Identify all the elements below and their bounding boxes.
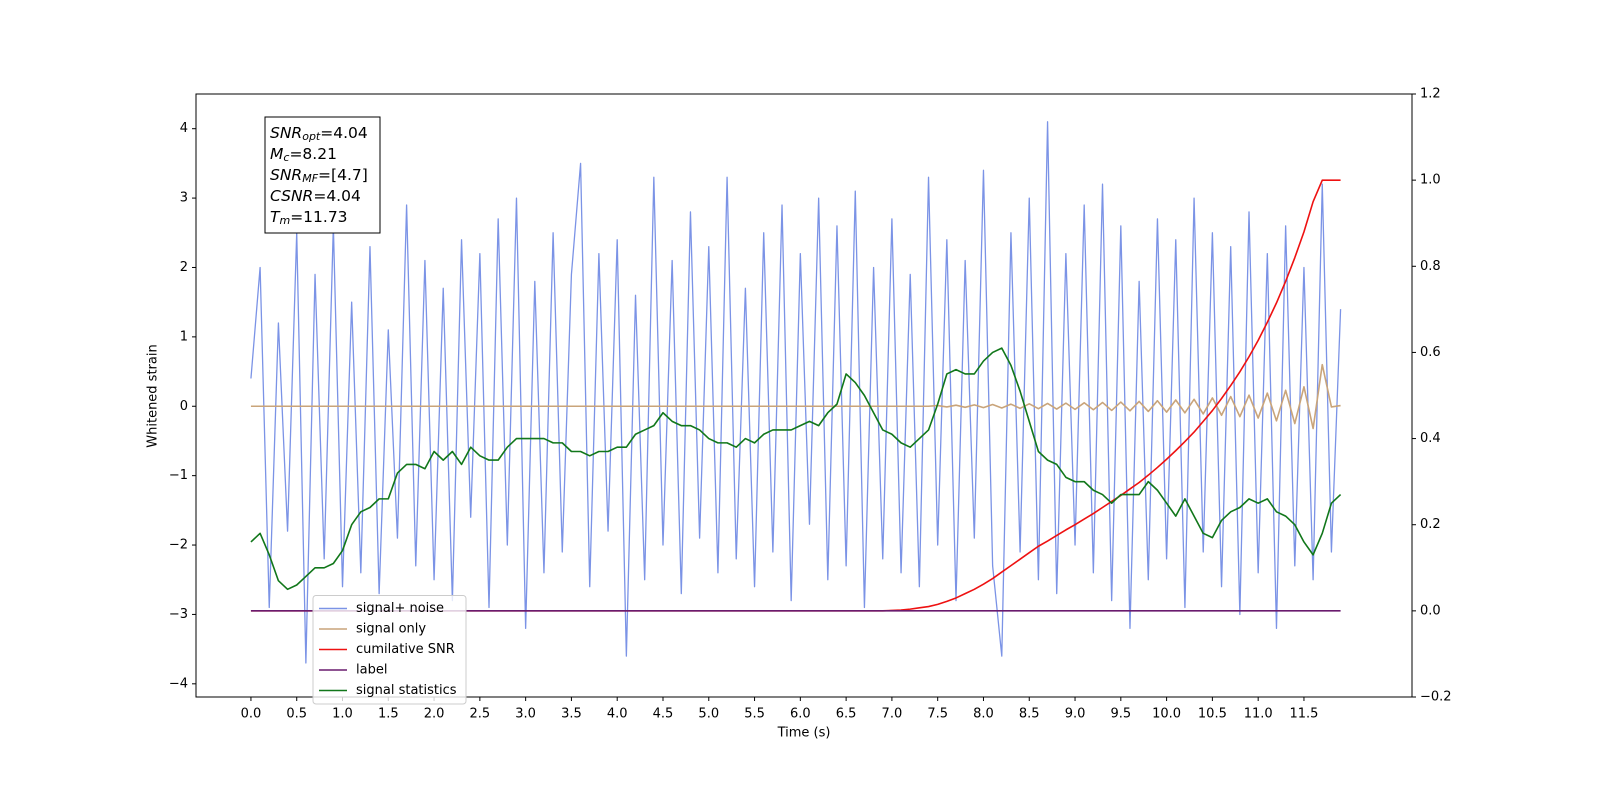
series-line: [250, 121, 1342, 664]
x-tick-label: 0.5: [286, 707, 307, 722]
y-tick-label: 2: [180, 260, 188, 275]
annotation-line: Tm=11.73: [270, 208, 348, 228]
annotation-subscript: opt: [302, 130, 321, 143]
annotation-subscript: m: [279, 214, 290, 227]
x-tick-label: 11.5: [1289, 707, 1318, 722]
y2-tick-label: 0.6: [1420, 345, 1441, 360]
y2-tick-label: −0.2: [1420, 690, 1452, 705]
x-tick-label: 2.0: [424, 707, 445, 722]
x-tick-label: 7.5: [927, 707, 948, 722]
x-tick-label: 3.0: [515, 707, 536, 722]
annotation-box: [264, 116, 381, 234]
x-tick-label: 4.5: [653, 707, 674, 722]
x-tick-label: 9.5: [1110, 707, 1131, 722]
x-tick-label: 8.5: [1019, 707, 1040, 722]
y2-tick-label: 0.8: [1420, 259, 1441, 274]
y2-tick-label: 1.0: [1420, 173, 1441, 188]
x-tick-label: 1.5: [378, 707, 399, 722]
y-tick-label: 0: [180, 399, 188, 414]
x-tick-label: 7.0: [882, 707, 903, 722]
x-tick-label: 5.0: [698, 707, 719, 722]
annotation-symbol: M: [270, 145, 283, 163]
annotation-value: =11.73: [290, 208, 347, 226]
x-tick-label: 3.5: [561, 707, 582, 722]
x-tick-label: 11.0: [1244, 707, 1273, 722]
annotation-value: =4.04: [313, 187, 361, 205]
y2-tick-label: 0.4: [1420, 431, 1441, 446]
annotation-line: SNRMF=[4.7]: [270, 166, 368, 186]
y-tick-label: −4: [169, 676, 188, 691]
y2-tick-label: 1.2: [1420, 87, 1441, 102]
annotation: SNRopt=4.04Mc=8.21SNRMF=[4.7]CSNR=4.04Tm…: [264, 116, 381, 234]
y-tick-label: −1: [169, 468, 188, 483]
annotation-line: CSNR=4.04: [270, 187, 361, 205]
x-axis-label: Time (s): [777, 726, 831, 741]
y-tick-label: −3: [169, 607, 188, 622]
x-tick-label: 6.0: [790, 707, 811, 722]
annotation-value: =[4.7]: [318, 166, 368, 184]
x-tick-label: 0.0: [241, 707, 262, 722]
annotation-value: =4.04: [320, 124, 368, 142]
legend-label: signal only: [356, 622, 426, 637]
x-tick-label: 2.5: [470, 707, 491, 722]
series-line: [250, 347, 1342, 591]
x-tick-label: 1.0: [332, 707, 353, 722]
y-axis-label: Whitened strain: [146, 344, 161, 447]
y2-tick-label: 0.0: [1420, 603, 1441, 618]
x-tick-label: 9.0: [1065, 707, 1086, 722]
annotation-symbol: T: [270, 208, 281, 226]
legend-label: signal statistics: [356, 683, 457, 698]
annotation-symbol: CSNR: [270, 187, 313, 205]
annotation-value: =8.21: [289, 145, 337, 163]
y2-tick-label: 0.2: [1420, 517, 1441, 532]
y-tick-label: −2: [169, 538, 188, 553]
legend-label: cumilative SNR: [356, 642, 455, 657]
annotation-subscript: c: [283, 151, 289, 164]
y-tick-label: 3: [180, 191, 188, 206]
legend: signal+ noise signal only cumilative SNR la…: [312, 595, 467, 705]
legend-label: signal+ noise: [356, 601, 444, 616]
annotation-line: Mc=8.21: [270, 145, 337, 165]
series-line: [250, 179, 1341, 612]
y-tick-label: 1: [180, 329, 188, 344]
series-line: [250, 363, 1341, 430]
x-tick-label: 6.5: [836, 707, 857, 722]
x-tick-label: 5.5: [744, 707, 765, 722]
x-tick-label: 10.5: [1198, 707, 1227, 722]
legend-box: [312, 595, 467, 705]
annotation-line: SNRopt=4.04: [270, 124, 368, 144]
legend-label: label: [356, 663, 387, 678]
x-tick-label: 4.0: [607, 707, 628, 722]
annotation-subscript: MF: [302, 172, 318, 185]
annotation-symbol: SNR: [270, 124, 302, 142]
x-tick-label: 8.0: [973, 707, 994, 722]
x-tick-label: 10.0: [1152, 707, 1181, 722]
y-tick-label: 4: [180, 121, 188, 136]
plot-frame: [195, 93, 1413, 698]
annotation-symbol: SNR: [270, 166, 302, 184]
